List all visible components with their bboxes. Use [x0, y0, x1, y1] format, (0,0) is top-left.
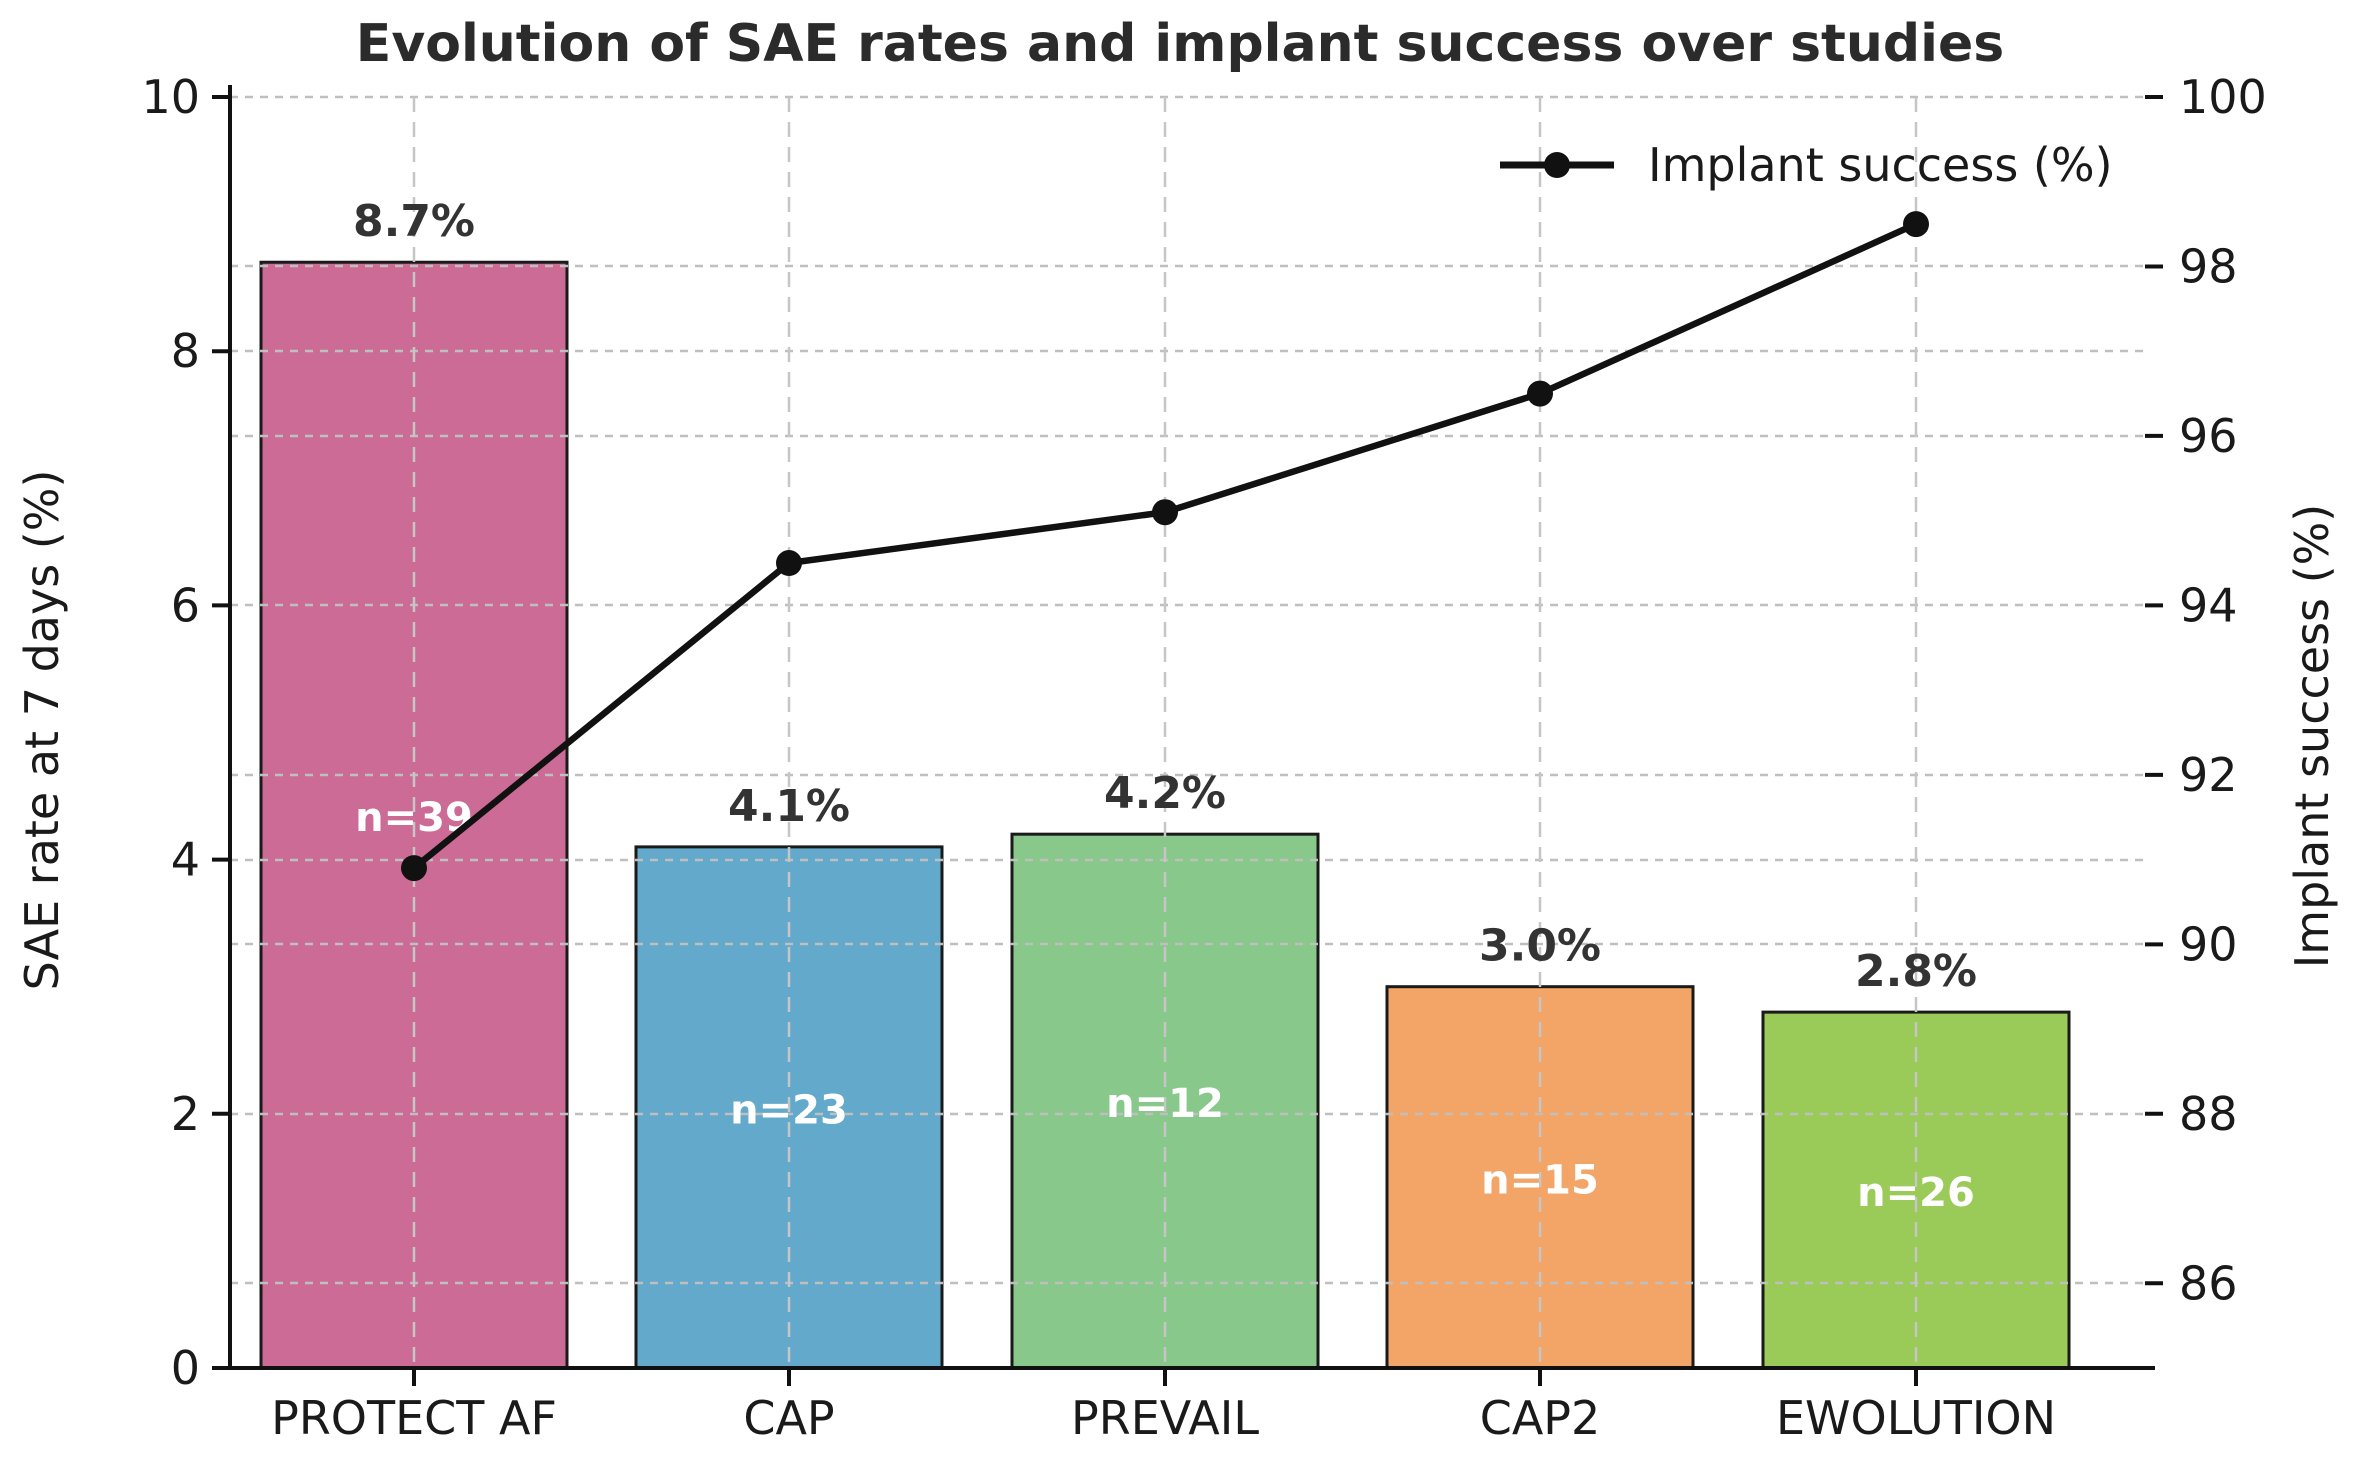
implant-success-point [776, 550, 802, 577]
y-right-tick-label: 88 [2179, 1087, 2238, 1141]
x-tick-label: EWOLUTION [1776, 1391, 2056, 1445]
y-left-tick-label: 6 [171, 578, 200, 632]
y-right-tick-label: 96 [2179, 409, 2238, 463]
y-right-tick-label: 92 [2179, 748, 2238, 802]
implant-success-point [401, 855, 427, 882]
y-right-tick-label: 98 [2179, 239, 2238, 293]
y-left-tick-label: 0 [171, 1341, 200, 1395]
bar-value-label: 4.1% [728, 781, 850, 832]
legend-line-marker-icon [1500, 152, 1614, 178]
y-right-tick-label: 94 [2179, 578, 2238, 632]
bar-value-label: 3.0% [1479, 921, 1601, 972]
bar-n-label: n=26 [1857, 1170, 1975, 1216]
x-tick-label: PREVAIL [1071, 1391, 1259, 1445]
bar-value-label: 4.2% [1104, 768, 1226, 819]
y-left-tick-label: 4 [171, 833, 200, 887]
implant-success-point [1152, 499, 1178, 526]
y-left-tick-label: 10 [141, 70, 200, 124]
chart-title: Evolution of SAE rates and implant succe… [355, 14, 2005, 74]
y-right-tick-label: 86 [2179, 1256, 2238, 1310]
bar-value-label: 8.7% [353, 196, 475, 247]
implant-success-point [1903, 211, 1929, 238]
y-right-tick-label: 100 [2179, 70, 2267, 124]
y-left-tick-label: 2 [171, 1087, 200, 1141]
x-tick-label: CAP2 [1480, 1391, 1601, 1445]
bar-n-label: n=12 [1106, 1081, 1224, 1127]
bar-n-label: n=23 [730, 1087, 848, 1133]
x-tick-label: PROTECT AF [271, 1391, 557, 1445]
y-left-tick-label: 8 [171, 324, 200, 378]
legend-label: Implant success (%) [1648, 138, 2113, 192]
bar-n-label: n=15 [1481, 1157, 1599, 1203]
x-tick-label: CAP [743, 1391, 834, 1445]
bar-value-label: 2.8% [1855, 946, 1977, 997]
y-right-tick-label: 90 [2179, 917, 2238, 971]
implant-success-point [1527, 380, 1553, 407]
legend: Implant success (%) [1498, 130, 2113, 200]
legend-dot-icon [1544, 152, 1570, 178]
